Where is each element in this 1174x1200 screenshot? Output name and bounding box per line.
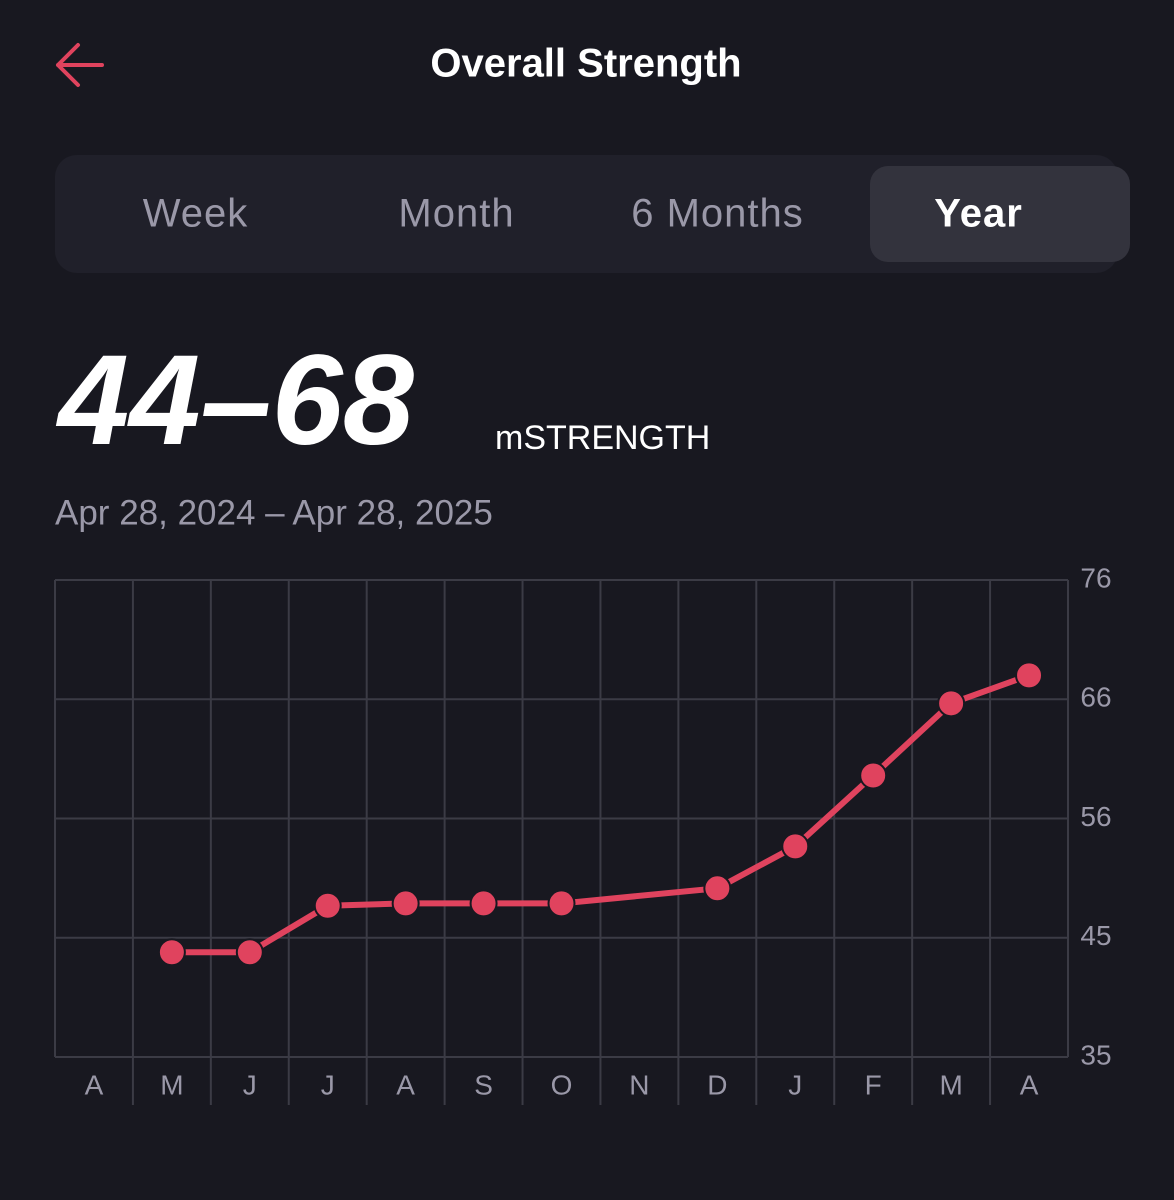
tab[interactable]: Week [143,192,249,236]
y-tick-label: 35 [1080,1039,1111,1070]
x-tick-label: A [396,1069,415,1100]
data-point [547,889,576,918]
screen-title: Overall Strength [430,42,741,86]
range-unit: mSTRENGTH [495,419,710,457]
data-point [781,832,810,861]
back-arrow[interactable] [56,43,104,87]
y-tick-label: 66 [1080,682,1111,713]
tab[interactable]: Month [398,192,514,236]
tab-bar [55,155,1118,273]
x-tick-label: J [788,1069,802,1100]
tab[interactable]: 6 Months [631,192,804,236]
line-segment [558,885,721,907]
y-tick-label: 56 [1080,801,1111,832]
y-tick-label: 76 [1080,562,1111,593]
x-tick-label: D [707,1069,727,1100]
y-tick-label: 45 [1080,920,1111,951]
x-tick-label: S [474,1069,493,1100]
x-tick-label: J [321,1069,335,1100]
data-point [391,889,420,918]
date-range: Apr 28, 2024 – Apr 28, 2025 [55,493,493,532]
data-point [703,874,732,903]
back-button[interactable] [56,43,104,87]
x-tick-label: M [160,1069,183,1100]
line-segment [714,843,799,892]
tab-selected-bg[interactable] [870,166,1130,262]
x-tick-label: N [629,1069,649,1100]
x-tick-label: M [939,1069,962,1100]
tab-selected[interactable]: Year [934,192,1023,236]
line-segment [870,700,955,779]
data-point [859,761,888,790]
data-point [313,891,342,920]
data-point [157,938,186,967]
line-segment [792,772,877,850]
data-point [235,938,264,967]
x-tick-label: J [243,1069,257,1100]
data-point [469,889,498,918]
line-segment [246,902,331,956]
data-point [1015,661,1044,690]
x-tick-label: O [551,1069,573,1100]
data-point [937,689,966,718]
x-tick-label: A [1020,1069,1039,1100]
x-tick-label: F [865,1069,882,1100]
x-tick-label: A [85,1069,104,1100]
range-value: 44–68 [55,329,414,472]
